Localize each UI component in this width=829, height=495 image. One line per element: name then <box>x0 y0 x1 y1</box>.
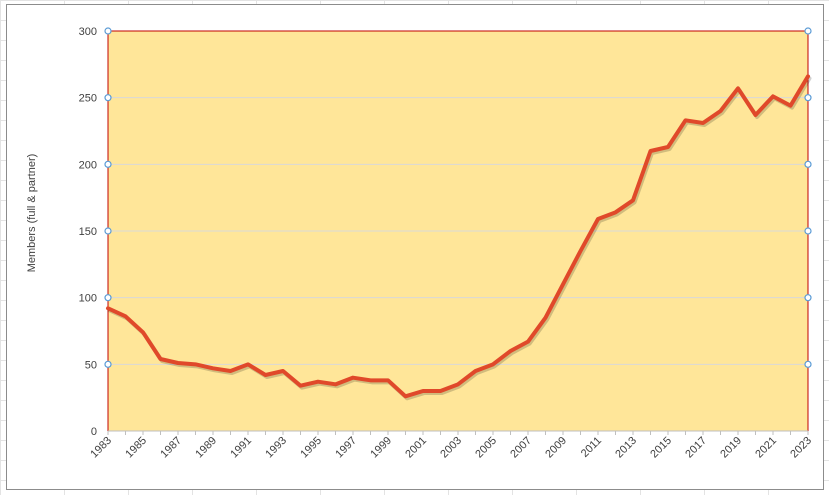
selection-handle[interactable] <box>104 294 112 302</box>
x-tick-label: 2013 <box>613 435 639 461</box>
x-tick-label: 2017 <box>683 435 709 461</box>
x-tick-label: 1999 <box>368 435 394 461</box>
gridlines <box>108 97 808 365</box>
chart-container[interactable]: 0 50 100 150 200 250 300 1983 1985 1987 1989 1991 1… <box>6 4 824 490</box>
y-tick-label: 250 <box>79 93 97 105</box>
x-axis-ticks: 1983 1985 1987 1989 1991 1993 1995 1997 1999 2001… <box>88 431 814 460</box>
y-tick-label: 150 <box>79 226 97 238</box>
selection-handle[interactable] <box>804 27 812 35</box>
selection-handle[interactable] <box>104 360 112 368</box>
y-axis-title: Members (full & partner) <box>26 154 38 273</box>
selection-handle[interactable] <box>804 160 812 168</box>
selection-handle[interactable] <box>804 227 812 235</box>
x-tick-label: 2007 <box>508 435 534 461</box>
x-tick-label: 2015 <box>648 435 674 461</box>
selection-handle[interactable] <box>104 27 112 35</box>
series-line[interactable] <box>106 74 810 399</box>
x-tick-label: 2019 <box>718 435 744 461</box>
y-tick-label: 300 <box>79 26 97 38</box>
x-tick-label: 1989 <box>193 435 219 461</box>
x-tick-label: 2005 <box>473 435 499 461</box>
selection-handle[interactable] <box>104 227 112 235</box>
x-tick-label: 1987 <box>158 435 184 461</box>
selection-handle[interactable] <box>804 294 812 302</box>
y-tick-label: 200 <box>79 159 97 171</box>
x-tick-label: 2023 <box>788 435 814 461</box>
selection-handle[interactable] <box>804 360 812 368</box>
x-tick-label: 1985 <box>123 435 149 461</box>
x-tick-label: 1993 <box>263 435 289 461</box>
x-tick-label: 1995 <box>298 435 324 461</box>
x-tick-label: 2021 <box>753 435 779 461</box>
x-tick-label: 2009 <box>543 435 569 461</box>
y-tick-label: 50 <box>85 359 97 371</box>
selection-handles[interactable] <box>104 27 812 368</box>
x-tick-label: 2011 <box>579 435 604 460</box>
y-axis-ticks: 0 50 100 150 200 250 300 <box>79 26 97 438</box>
selection-handle[interactable] <box>104 160 112 168</box>
x-tick-label: 1991 <box>228 435 254 461</box>
x-tick-label: 1983 <box>88 435 114 461</box>
x-tick-label: 2003 <box>438 435 464 461</box>
selection-handle[interactable] <box>104 94 112 102</box>
y-tick-label: 0 <box>91 426 97 438</box>
x-tick-label: 1997 <box>333 435 359 461</box>
x-tick-label: 2001 <box>403 435 429 461</box>
selection-handle[interactable] <box>804 94 812 102</box>
y-tick-label: 100 <box>79 293 97 305</box>
series-layer[interactable] <box>106 74 812 401</box>
